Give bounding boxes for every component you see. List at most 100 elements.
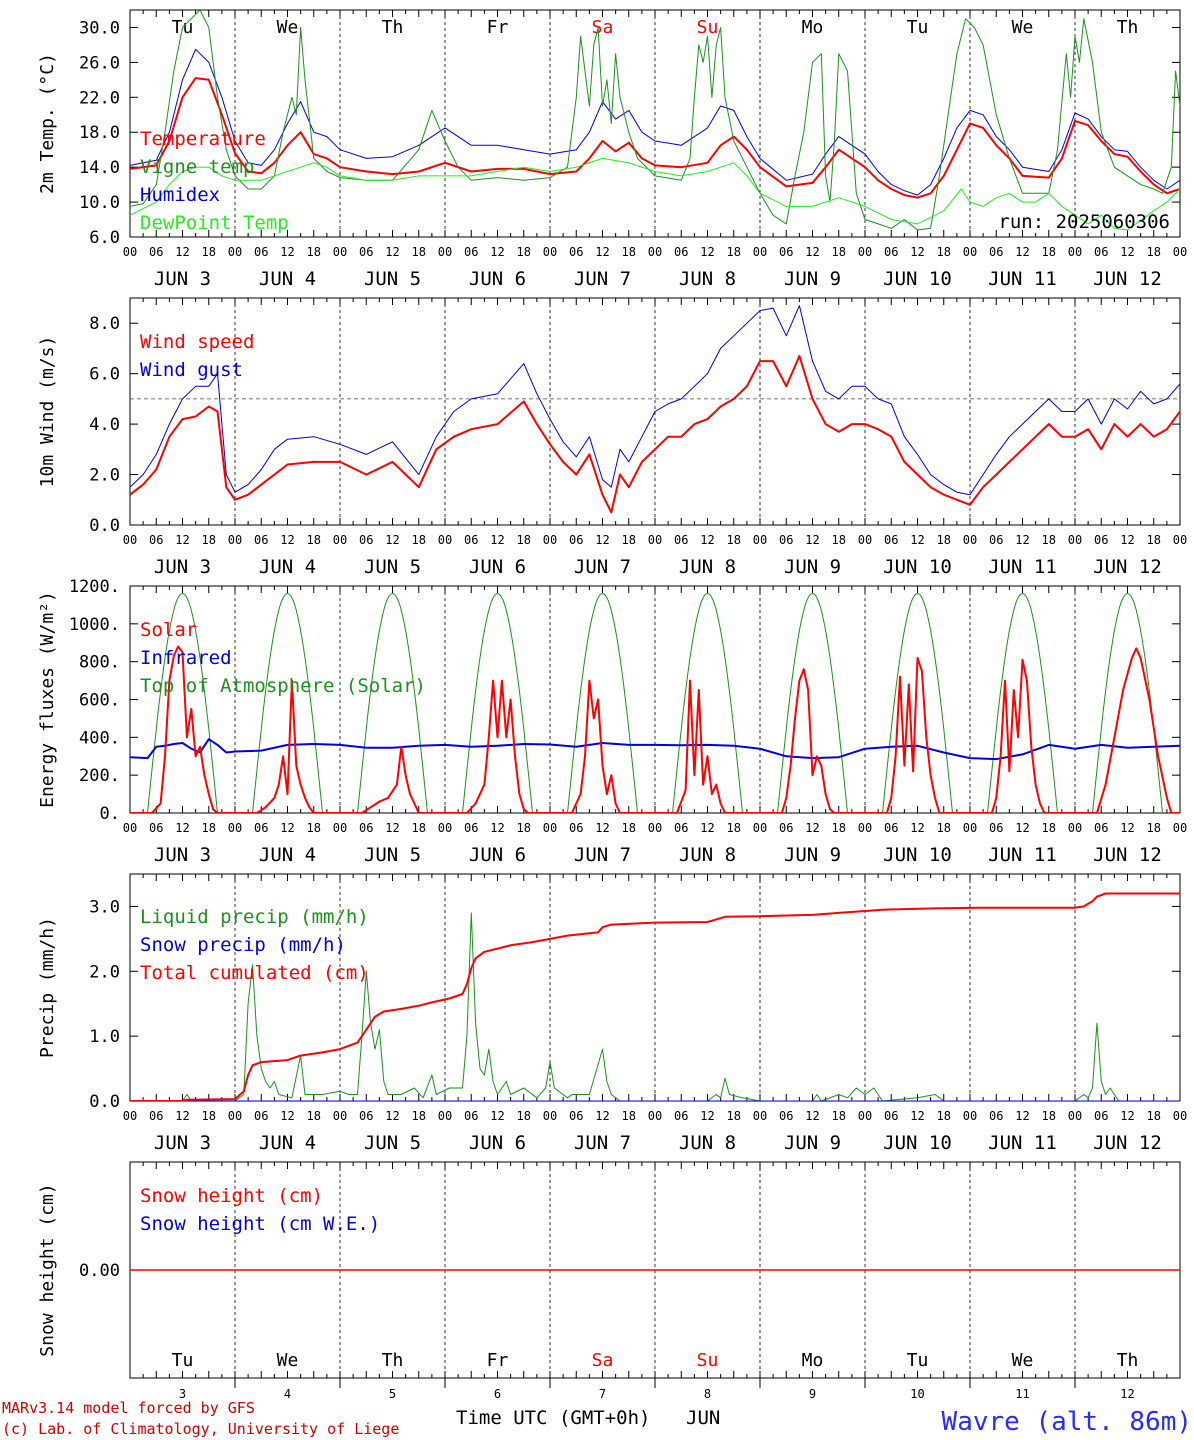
x-hour-label: 12 (385, 821, 399, 835)
day-name-label: Mo (802, 1350, 824, 1371)
x-hour-label: 00 (543, 821, 557, 835)
y-tick-label: 1200. (69, 577, 120, 597)
x-hour-label: 06 (254, 533, 268, 547)
series-top-of-atmosphere-solar (1092, 593, 1163, 813)
x-hour-label: 12 (700, 1109, 714, 1123)
x-hour-label: 12 (595, 821, 609, 835)
x-hour-label: 06 (674, 245, 688, 259)
day-name-label: Sa (592, 1350, 614, 1371)
day-date-label: 8 (704, 1387, 711, 1401)
x-hour-label: 00 (753, 821, 767, 835)
x-hour-label: 18 (1147, 533, 1161, 547)
x-date-label: JUN 8 (679, 556, 736, 578)
x-date-label: JUN 8 (679, 268, 736, 290)
x-hour-label: 00 (1068, 1109, 1082, 1123)
x-hour-label: 12 (910, 245, 924, 259)
x-hour-label: 18 (307, 533, 321, 547)
series-group (130, 593, 1180, 813)
x-date-label: JUN 5 (364, 556, 421, 578)
x-hour-label: 06 (149, 821, 163, 835)
y-axis-label: Snow height (cm) (37, 1183, 58, 1356)
y-tick-label: 6.0 (89, 365, 120, 385)
xaxis-title: Time UTC (GMT+0h) (456, 1407, 650, 1429)
x-hour-label: 18 (832, 821, 846, 835)
x-hour-label: 00 (123, 1109, 137, 1123)
x-hour-label: 06 (989, 821, 1003, 835)
x-hour-label: 18 (202, 245, 216, 259)
x-hour-label: 06 (569, 533, 583, 547)
series-dewpoint-temp (130, 157, 1180, 231)
x-date-label: JUN 11 (988, 844, 1057, 866)
x-hour-label: 12 (490, 1109, 504, 1123)
x-date-label: JUN 3 (154, 556, 211, 578)
series-top-of-atmosphere-solar (462, 593, 533, 813)
legend-entry: Solar (140, 619, 197, 641)
panel-5: 0.00 Snow height (cm) Tu 3 We 4 Th 5 Fr 6 Sa 7 Su 8 Mo… (37, 1161, 1181, 1401)
x-hour-label: 06 (884, 245, 898, 259)
day-name-label: Tu (172, 1350, 194, 1371)
x-date-label: JUN 10 (883, 268, 952, 290)
x-hour-label: 06 (569, 1109, 583, 1123)
x-hour-label: 18 (1042, 821, 1056, 835)
x-hour-label: 18 (937, 245, 951, 259)
x-date-label: JUN 7 (574, 1132, 631, 1154)
x-hour-label: 18 (412, 821, 426, 835)
x-hour-label: 12 (595, 245, 609, 259)
series-solar (130, 645, 1180, 813)
x-hour-label: 12 (595, 533, 609, 547)
x-hour-label: 18 (1042, 533, 1056, 547)
x-hour-label: 12 (175, 533, 189, 547)
day-date-label: 3 (179, 1387, 186, 1401)
x-hour-label: 12 (700, 245, 714, 259)
y-tick-label: 0.00 (79, 1261, 120, 1281)
series-top-of-atmosphere-solar (147, 593, 218, 813)
x-hour-label: 18 (517, 1109, 531, 1123)
x-hour-label: 12 (385, 245, 399, 259)
x-hour-label: 18 (727, 533, 741, 547)
x-hour-label: 18 (1147, 1109, 1161, 1123)
x-date-label: JUN 4 (259, 1132, 316, 1154)
legend-entry: Total cumulated (cm) (140, 962, 369, 984)
x-hour-label: 06 (254, 245, 268, 259)
x-hour-label: 06 (1094, 533, 1108, 547)
series-infrared (130, 738, 1180, 761)
x-date-label: JUN 5 (364, 844, 421, 866)
x-hour-label: 12 (1120, 821, 1134, 835)
series-top-of-atmosphere-solar (567, 593, 638, 813)
x-date-label: JUN 12 (1093, 844, 1162, 866)
x-hour-label: 00 (1068, 821, 1082, 835)
x-hour-label: 00 (753, 1109, 767, 1123)
series-group (130, 305, 1180, 514)
x-hour-label: 06 (1094, 821, 1108, 835)
x-hour-label: 12 (280, 821, 294, 835)
x-hour-label: 18 (412, 533, 426, 547)
series-wind-gust (130, 305, 1180, 496)
x-hour-label: 00 (648, 1109, 662, 1123)
x-hour-label: 00 (648, 533, 662, 547)
x-hour-label: 18 (307, 245, 321, 259)
series-wind-speed (130, 355, 1180, 514)
x-hour-label: 18 (517, 533, 531, 547)
x-hour-label: 06 (989, 245, 1003, 259)
x-hour-label: 12 (805, 1109, 819, 1123)
x-hour-label: 12 (490, 245, 504, 259)
x-hour-label: 12 (175, 1109, 189, 1123)
y-tick-label: 600. (79, 691, 120, 711)
x-hour-label: 12 (910, 533, 924, 547)
x-hour-label: 00 (858, 245, 872, 259)
x-hour-label: 06 (779, 821, 793, 835)
x-hour-label: 06 (674, 533, 688, 547)
x-hour-label: 00 (1173, 1109, 1187, 1123)
x-hour-label: 18 (412, 1109, 426, 1123)
x-date-label: JUN 4 (259, 268, 316, 290)
panel-2: 0.0 2.0 4.0 6.0 8.0 10m Wind (m/s) 00 06 12 18 00 0… (37, 297, 1187, 578)
x-hour-label: 12 (910, 821, 924, 835)
x-hour-label: 06 (149, 245, 163, 259)
x-date-label: JUN 4 (259, 556, 316, 578)
x-date-label: JUN 12 (1093, 556, 1162, 578)
x-date-label: JUN 12 (1093, 268, 1162, 290)
y-tick-label: 4.0 (89, 415, 120, 435)
y-tick-label: 2.0 (89, 466, 120, 486)
x-hour-label: 00 (858, 821, 872, 835)
y-tick-label: 200. (79, 766, 120, 786)
